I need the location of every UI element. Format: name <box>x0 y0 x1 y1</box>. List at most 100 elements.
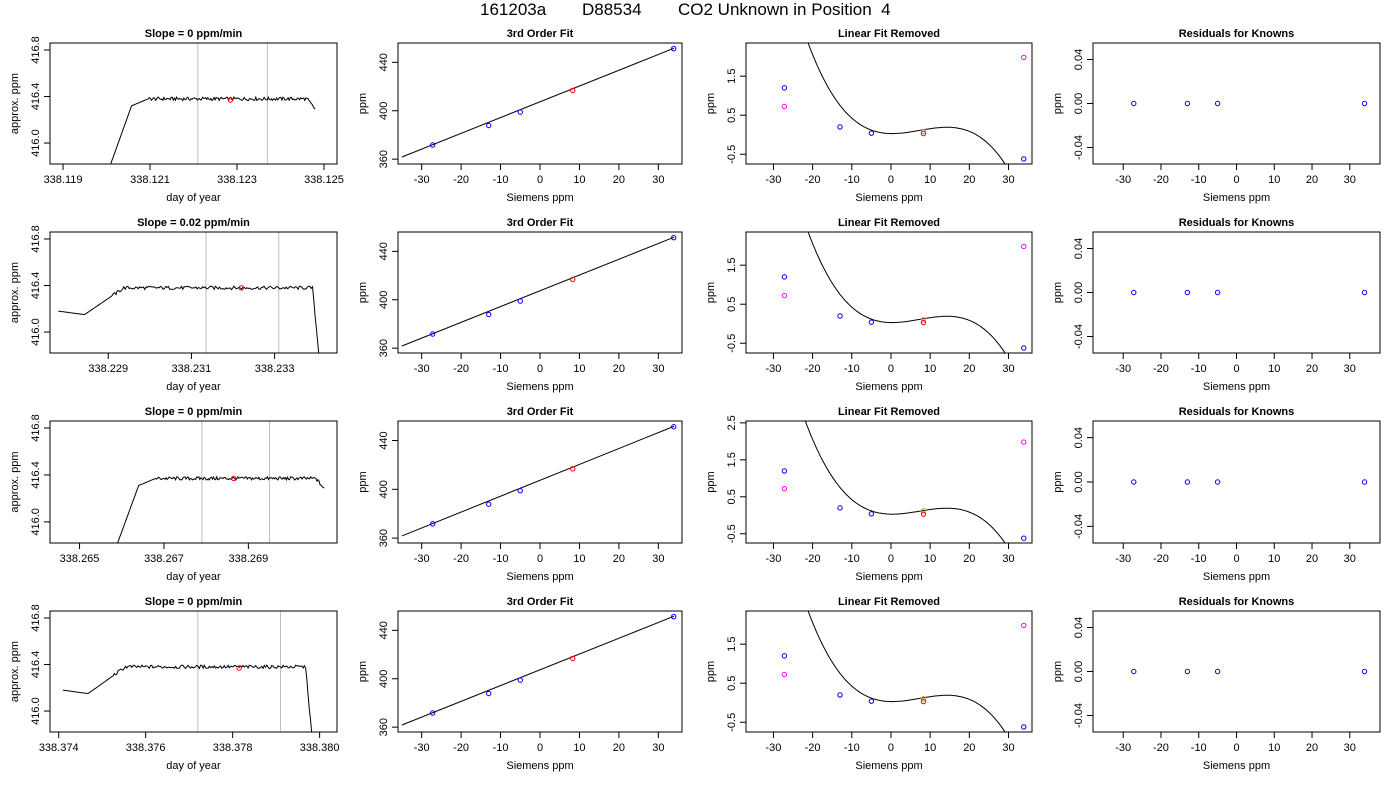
x-tick-label: 10 <box>573 363 585 375</box>
x-tick-label: 30 <box>652 553 664 565</box>
x-tick-label: 10 <box>1268 174 1280 186</box>
residual-point <box>1184 289 1191 296</box>
y-tick-label: 416.4 <box>30 83 42 111</box>
plot-frame <box>745 42 1033 165</box>
reference-point <box>1021 54 1027 61</box>
residual-curve <box>807 232 1006 353</box>
panel-title: Slope = 0 ppm/min <box>145 406 243 418</box>
header-run-id: 161203a <box>480 0 547 19</box>
residual-point <box>1361 100 1368 107</box>
x-axis-label: day of year <box>166 760 221 772</box>
reference-point <box>1021 439 1027 445</box>
known-point <box>837 313 843 319</box>
y-axis-label: ppm <box>705 282 717 303</box>
x-tick-label: 10 <box>573 742 585 754</box>
x-tick-label: -30 <box>765 553 781 565</box>
residual-point <box>1361 479 1368 485</box>
panel-0-0: Slope = 0 ppm/min 338.119 338.121 338.123 33… <box>9 28 344 204</box>
y-tick-label: 0.00 <box>1073 661 1085 682</box>
x-tick-label: 30 <box>652 742 664 754</box>
x-axis-label: day of year <box>166 381 221 393</box>
panel-1-1: 3rd Order Fit -30 -20 -10 0 10 20 30 360 400 440 Si… <box>357 217 683 393</box>
y-tick-label: -0.04 <box>1073 324 1085 349</box>
panel-title: 3rd Order Fit <box>507 596 574 608</box>
plot-area <box>401 424 677 537</box>
x-axis-label: Siemens ppm <box>506 760 573 772</box>
x-tick-label: 0 <box>537 553 543 565</box>
panel-2-2: Linear Fit Removed -30 -20 -10 0 10 20 30 -0.5 0.… <box>705 406 1033 583</box>
x-tick-label: -30 <box>765 742 781 754</box>
known-point <box>671 234 677 241</box>
x-tick-label: 30 <box>652 174 664 186</box>
orange-point <box>920 317 927 323</box>
plot-area <box>401 613 677 726</box>
x-tick-label: -20 <box>805 174 821 186</box>
panel-2-1: 3rd Order Fit -30 -20 -10 0 10 20 30 360 400 440 Si… <box>357 406 683 583</box>
x-tick-label: 338.378 <box>213 742 253 754</box>
x-tick-label: 0 <box>537 742 543 754</box>
x-tick-label: 20 <box>613 742 625 754</box>
x-tick-label: -30 <box>1115 553 1131 565</box>
y-tick-label: 0.5 <box>726 489 738 504</box>
plot-area <box>781 232 1027 353</box>
panel-1-3: Residuals for Knowns -30 -20 -10 0 10 20 30 -0.0… <box>1052 217 1381 393</box>
x-tick-label: -10 <box>493 174 509 186</box>
known-point <box>486 311 492 318</box>
panel-3-2: Linear Fit Removed -30 -20 -10 0 10 20 30 -0.5 0.… <box>705 596 1033 772</box>
x-tick-label: 338.121 <box>130 174 170 186</box>
fit-line <box>401 615 675 726</box>
y-tick-label: 2.5 <box>726 415 738 430</box>
known-point <box>1021 345 1027 351</box>
x-axis-label: Siemens ppm <box>506 381 573 393</box>
panel-title: Linear Fit Removed <box>838 596 940 608</box>
y-tick-label: -0.5 <box>726 145 738 164</box>
known-point <box>430 142 436 148</box>
unknown-point <box>570 276 576 283</box>
orange-point <box>920 128 927 135</box>
reference-point <box>1021 622 1027 629</box>
x-tick-label: -10 <box>493 742 509 754</box>
plot-frame <box>49 610 338 733</box>
fit-line <box>401 425 675 537</box>
x-tick-label: -10 <box>1191 553 1207 565</box>
x-tick-label: 0 <box>1233 742 1239 754</box>
y-tick-label: 416.8 <box>30 414 42 442</box>
y-tick-label: 416.8 <box>30 36 42 64</box>
known-point <box>486 501 492 507</box>
concentration-trace <box>110 95 316 164</box>
x-tick-label: 20 <box>613 553 625 565</box>
panel-title: Linear Fit Removed <box>838 28 940 40</box>
unknown-point <box>920 698 927 705</box>
x-tick-label: 20 <box>963 174 975 186</box>
y-tick-label: 0.04 <box>1073 427 1085 448</box>
y-tick-label: 360 <box>378 150 390 168</box>
known-point <box>517 677 523 683</box>
x-tick-label: 338.265 <box>60 553 100 565</box>
known-point <box>1021 535 1027 541</box>
x-axis-label: Siemens ppm <box>506 192 573 204</box>
x-tick-label: -10 <box>1191 742 1207 754</box>
y-tick-label: -0.5 <box>726 713 738 732</box>
x-tick-label: 20 <box>1306 742 1318 754</box>
plot-area <box>1131 668 1368 675</box>
fit-line <box>401 236 675 347</box>
x-tick-label: 0 <box>1233 363 1239 375</box>
y-tick-label: 1.5 <box>726 637 738 652</box>
panel-1-2: Linear Fit Removed -30 -20 -10 0 10 20 30 -0.5 0.… <box>705 217 1033 393</box>
x-axis-label: Siemens ppm <box>855 381 922 393</box>
x-tick-label: -30 <box>765 363 781 375</box>
x-tick-label: -30 <box>414 742 430 754</box>
y-tick-label: 0.04 <box>1073 238 1085 259</box>
known-point <box>1021 724 1027 730</box>
residual-point <box>1361 668 1368 675</box>
panel-title: Slope = 0.02 ppm/min <box>137 217 250 229</box>
x-tick-label: -20 <box>805 553 821 565</box>
plot-area <box>781 611 1027 732</box>
known-point <box>837 692 843 698</box>
x-tick-label: -20 <box>805 363 821 375</box>
y-tick-label: 360 <box>378 529 390 547</box>
reference-point <box>781 485 788 492</box>
x-tick-label: -10 <box>844 363 860 375</box>
x-tick-label: 10 <box>1268 363 1280 375</box>
y-tick-label: -0.04 <box>1073 514 1085 539</box>
